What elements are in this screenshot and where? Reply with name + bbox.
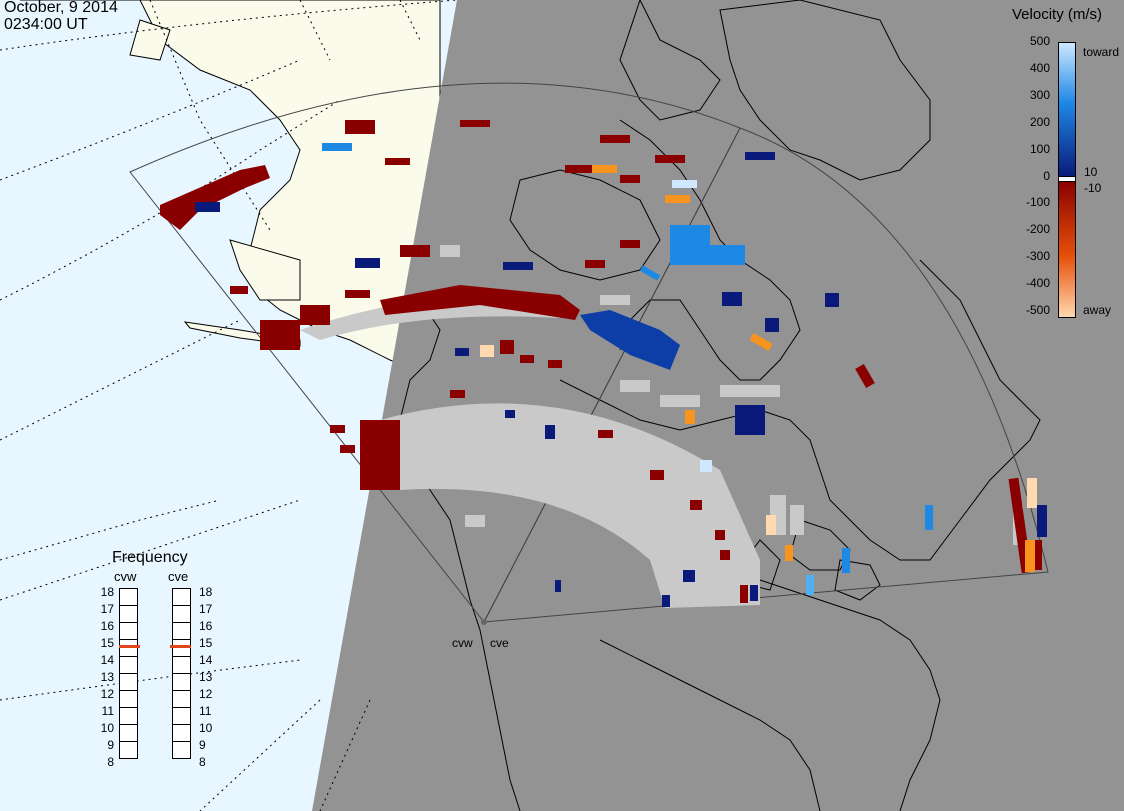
station-marker-cvw: [481, 619, 487, 625]
frequency-tick-left: 12: [100, 687, 114, 701]
frequency-title: Frequency: [112, 549, 188, 566]
frequency-tick-left: 15: [100, 636, 114, 650]
vel-tick-neg200: -200: [1025, 222, 1050, 236]
frequency-tick-right: 16: [199, 619, 213, 633]
frequency-radar-cve: cve: [168, 569, 189, 584]
vel-tick-neg100: -100: [1025, 195, 1050, 209]
ground-scatter: [300, 245, 1023, 608]
frequency-tick-left: 17: [100, 602, 114, 616]
vel-tick-neg300: -300: [1025, 249, 1050, 263]
field-of-view: [129, 82, 1049, 623]
vel-tick-200: 200: [1029, 115, 1050, 129]
night-side: [312, 0, 1124, 811]
vel-label-away: away: [1083, 303, 1112, 317]
frequency-marker-cve: [170, 645, 191, 648]
velocity-colorbar: [1058, 42, 1076, 318]
vel-tick-500: 500: [1029, 34, 1050, 48]
frequency-boxes: [119, 588, 191, 759]
frequency-radar-cvw: cvw: [114, 569, 137, 584]
date-label: October, 9 2014: [4, 0, 118, 16]
vel-label-toward: toward: [1083, 45, 1120, 59]
frequency-tick-right: 10: [199, 721, 213, 735]
time-label: 0234:00 UT: [4, 16, 88, 33]
frequency-tick-left: 11: [101, 704, 114, 718]
frequency-tick-left: 18: [100, 585, 114, 599]
vel-tick-0: 0: [1043, 169, 1050, 183]
frequency-tick-left: 14: [100, 653, 114, 667]
frequency-tick-left: 8: [107, 755, 114, 769]
frequency-tick-left: 9: [107, 738, 114, 752]
frequency-tick-right: 18: [199, 585, 213, 599]
vel-tick-10: 10: [1084, 165, 1098, 179]
frequency-tick-right: 14: [199, 653, 213, 667]
frequency-tick-right: 11: [199, 704, 212, 718]
frequency-tick-right: 17: [199, 602, 213, 616]
vel-tick-100: 100: [1029, 142, 1050, 156]
frequency-tick-right: 8: [199, 755, 206, 769]
velocity-scatter-toward: [195, 143, 1047, 607]
day-side-land-3: [229, 239, 301, 301]
vel-tick-400: 400: [1029, 61, 1050, 75]
frequency-tick-right: 9: [199, 738, 206, 752]
vel-tick-neg10: -10: [1084, 181, 1102, 195]
lat-lon-grid: [0, 0, 458, 811]
frequency-tick-left: 16: [100, 619, 114, 633]
station-label-cvw: cvw: [452, 636, 473, 650]
frequency-tick-left: 10: [100, 721, 114, 735]
frequency-tick-right: 13: [199, 670, 213, 684]
frequency-tick-left: 13: [100, 670, 114, 684]
vel-tick-neg500: -500: [1025, 303, 1050, 317]
vel-tick-neg400: -400: [1025, 276, 1050, 290]
day-side-land-2: [129, 19, 171, 61]
vel-tick-300: 300: [1029, 88, 1050, 102]
frequency-marker-cvw: [119, 645, 140, 648]
frequency-tick-right: 15: [199, 636, 213, 650]
velocity-scatter-fast: [480, 165, 1037, 572]
velocity-legend-title: Velocity (m/s): [1012, 6, 1103, 23]
frequency-tick-right: 12: [199, 687, 213, 701]
station-label-cve: cve: [490, 636, 509, 650]
